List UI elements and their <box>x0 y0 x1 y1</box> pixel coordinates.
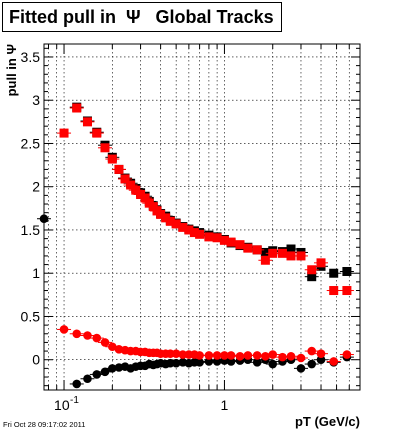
data-point-circle <box>204 357 214 366</box>
chart-title: Fitted pull in Ψ Global Tracks <box>9 7 274 27</box>
data-point-circle <box>100 338 110 347</box>
data-point-square <box>114 164 124 174</box>
data-point-circle <box>72 329 82 339</box>
data-point-square <box>252 245 262 255</box>
data-point-square <box>195 229 205 239</box>
data-point-square <box>184 225 194 235</box>
data-point-square <box>296 251 306 261</box>
data-point-circle <box>278 352 287 362</box>
data-point-square <box>277 248 287 258</box>
y-tick-label: 2 <box>32 179 40 195</box>
chart-title-box: Fitted pull in Ψ Global Tracks <box>2 2 282 32</box>
data-point-circle <box>296 353 306 363</box>
data-point-square <box>243 243 253 253</box>
data-point-square <box>286 251 296 261</box>
data-point-square <box>82 117 92 127</box>
data-point-square <box>140 193 150 203</box>
data-point-square <box>260 247 270 257</box>
y-tick-label: 1.5 <box>21 222 41 238</box>
data-point-square <box>329 286 339 296</box>
data-point-square <box>165 216 175 226</box>
data-point-square <box>189 228 199 238</box>
y-tick-label: 0.5 <box>21 308 41 324</box>
data-point-square <box>212 233 222 243</box>
data-point-square <box>72 103 82 113</box>
data-point-circle <box>286 351 296 361</box>
data-point-square <box>260 255 270 265</box>
y-tick-label: 0 <box>32 352 40 368</box>
data-point-square <box>204 232 214 242</box>
data-point-circle <box>195 358 204 367</box>
data-point-circle <box>212 357 222 366</box>
data-point-square <box>316 258 326 268</box>
data-point-circle <box>92 333 102 343</box>
data-point-square <box>161 213 171 223</box>
data-point-circle <box>296 364 306 373</box>
data-point-circle <box>195 351 204 360</box>
y-tick-label: 3.5 <box>21 49 41 65</box>
data-point-square <box>219 235 229 245</box>
data-point-circle <box>83 331 92 340</box>
data-point-square <box>307 265 317 275</box>
data-point-circle <box>83 374 92 384</box>
data-point-circle <box>100 367 110 377</box>
data-point-square <box>342 266 352 276</box>
data-point-circle <box>316 355 326 365</box>
axes: 0 0.5 1 1.5 2 2.5 3 3.5 10 -1 1 <box>21 44 361 413</box>
data-point-square <box>92 128 102 138</box>
data-points <box>37 102 354 389</box>
data-point-circle <box>307 359 317 369</box>
data-point-square <box>59 128 69 138</box>
data-point-circle <box>171 358 181 368</box>
x-tick-label: 10 <box>54 397 70 413</box>
data-point-square <box>235 240 245 250</box>
y-tick-label: 1 <box>32 265 40 281</box>
timestamp-footer: Fri Oct 28 09:17:02 2011 <box>3 420 86 429</box>
data-point-square <box>171 219 181 229</box>
plot-frame <box>43 43 361 391</box>
x-tick-label-exponent: -1 <box>70 395 79 406</box>
data-point-circle <box>243 351 253 360</box>
data-point-square <box>126 180 136 190</box>
data-point-circle <box>261 351 270 361</box>
data-point-square <box>107 154 117 164</box>
data-point-circle <box>226 351 236 360</box>
data-point-circle <box>307 346 317 356</box>
data-point-circle <box>108 364 117 373</box>
data-point-circle <box>204 351 214 360</box>
data-point-square <box>178 222 188 232</box>
data-point-circle <box>268 350 278 359</box>
data-point-circle <box>316 349 326 358</box>
data-point-square <box>131 185 141 195</box>
data-point-square <box>268 248 278 258</box>
x-axis-label: pT (GeV/c) <box>295 414 360 429</box>
data-point-circle <box>212 351 222 360</box>
data-point-circle <box>268 359 278 369</box>
data-point-square <box>286 244 296 254</box>
y-tick-label: 2.5 <box>21 135 41 151</box>
data-point-circle <box>342 350 352 359</box>
data-point-square <box>329 268 339 278</box>
data-point-circle <box>171 349 181 358</box>
data-point-circle <box>59 325 69 334</box>
data-point-square <box>342 286 352 296</box>
data-point-square <box>120 174 130 184</box>
data-point-square <box>156 209 166 219</box>
data-point-circle <box>226 357 236 366</box>
data-point-circle <box>72 379 82 389</box>
data-point-square <box>307 272 317 282</box>
y-axis-label: pull in Ψ <box>4 44 19 96</box>
data-point-circle <box>252 351 262 360</box>
data-point-square <box>100 143 110 153</box>
y-tick-label: 3 <box>32 92 40 108</box>
data-point-circle <box>235 351 245 361</box>
data-point-square <box>226 237 236 247</box>
x-tick-label: 1 <box>220 397 228 413</box>
data-point-circle <box>329 357 339 366</box>
